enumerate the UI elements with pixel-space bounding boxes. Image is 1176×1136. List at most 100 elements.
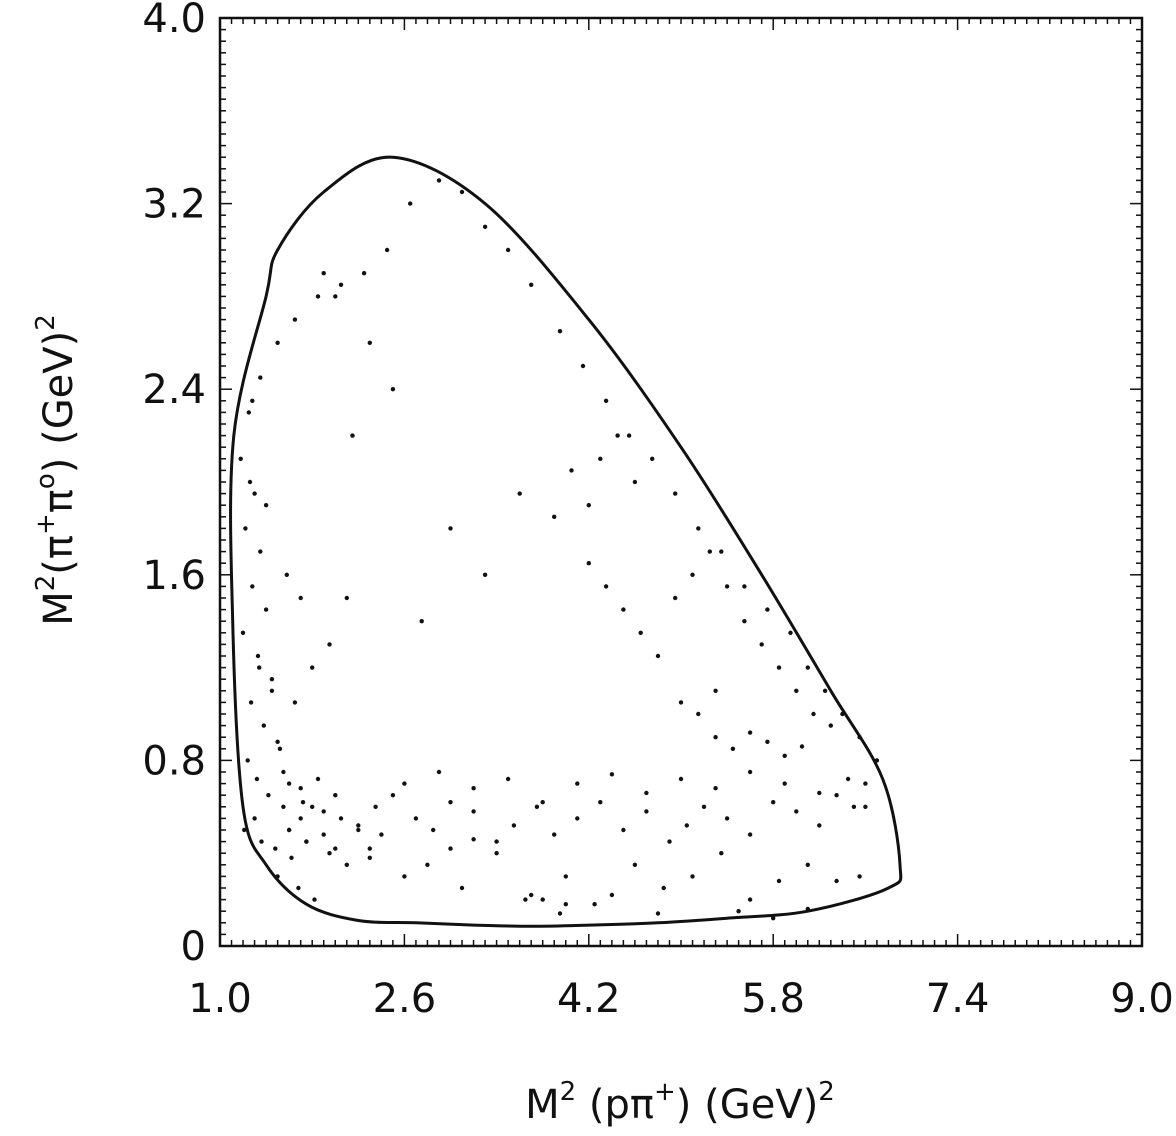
data-point bbox=[713, 786, 718, 791]
data-point bbox=[402, 874, 407, 879]
y-tick-labels: 0 0.8 1.6 2.4 3.2 4.0 bbox=[142, 0, 206, 970]
data-point bbox=[258, 375, 263, 380]
data-point bbox=[402, 781, 407, 786]
data-point bbox=[667, 839, 672, 844]
data-point bbox=[598, 800, 603, 805]
data-point bbox=[284, 572, 289, 577]
data-point bbox=[459, 189, 465, 195]
data-point bbox=[834, 793, 839, 798]
data-point bbox=[794, 809, 799, 814]
data-point bbox=[240, 630, 246, 635]
data-point bbox=[851, 804, 857, 809]
data-point bbox=[817, 823, 822, 828]
data-point bbox=[782, 753, 787, 758]
data-point bbox=[482, 224, 488, 229]
data-point bbox=[563, 874, 568, 879]
data-point bbox=[367, 846, 372, 851]
data-point bbox=[719, 851, 724, 856]
data-point bbox=[511, 823, 517, 828]
data-point bbox=[248, 700, 254, 705]
data-point bbox=[805, 906, 810, 912]
data-point bbox=[243, 526, 248, 531]
data-point bbox=[609, 892, 615, 898]
data-point bbox=[304, 839, 309, 844]
data-point bbox=[344, 595, 349, 601]
data-point bbox=[275, 739, 280, 744]
x-tick-label: 5.8 bbox=[741, 976, 805, 1022]
data-point bbox=[857, 874, 862, 879]
data-point bbox=[292, 317, 298, 322]
minor-ticks bbox=[219, 17, 1143, 947]
data-point bbox=[266, 793, 271, 798]
data-point bbox=[459, 885, 465, 891]
data-point bbox=[269, 688, 275, 693]
data-point bbox=[448, 800, 453, 805]
data-point bbox=[603, 584, 609, 589]
y-axis-title: M2(π+πo) (GeV)2 bbox=[31, 314, 82, 626]
data-point bbox=[603, 398, 609, 403]
data-point bbox=[586, 561, 591, 566]
y-tick-label: 0 bbox=[181, 924, 206, 970]
data-point bbox=[286, 781, 292, 786]
x-tick-label: 4.2 bbox=[557, 976, 621, 1022]
data-point bbox=[799, 744, 805, 749]
data-point bbox=[245, 758, 250, 763]
data-point bbox=[250, 584, 255, 589]
data-point bbox=[471, 786, 476, 791]
data-point bbox=[263, 607, 269, 612]
data-point bbox=[626, 433, 632, 438]
data-point bbox=[840, 711, 845, 717]
data-point bbox=[609, 772, 615, 777]
data-point bbox=[296, 885, 301, 891]
data-point bbox=[557, 911, 563, 916]
data-point bbox=[690, 874, 695, 879]
data-point bbox=[436, 769, 442, 775]
data-point bbox=[736, 909, 741, 914]
data-point bbox=[273, 846, 278, 851]
data-point bbox=[805, 665, 810, 670]
data-point bbox=[448, 846, 453, 851]
data-point bbox=[776, 878, 782, 884]
data-point bbox=[845, 776, 851, 782]
data-point bbox=[540, 800, 545, 805]
data-point bbox=[254, 776, 260, 782]
data-point bbox=[661, 885, 666, 891]
data-point bbox=[333, 846, 338, 851]
data-point bbox=[238, 456, 243, 461]
data-point bbox=[673, 595, 678, 601]
data-point bbox=[828, 723, 833, 728]
data-points bbox=[238, 178, 880, 921]
data-point bbox=[310, 804, 315, 809]
data-point bbox=[367, 340, 372, 345]
data-point bbox=[292, 700, 298, 705]
data-point bbox=[529, 892, 534, 898]
data-point bbox=[269, 677, 275, 682]
data-point bbox=[263, 503, 269, 508]
data-point bbox=[632, 479, 638, 485]
data-point bbox=[431, 827, 436, 833]
kinematic-boundary-curve bbox=[229, 155, 903, 928]
y-tick-label: 4.0 bbox=[142, 0, 206, 42]
data-point bbox=[557, 329, 563, 334]
data-point bbox=[724, 584, 730, 589]
data-point bbox=[259, 839, 264, 844]
data-point bbox=[517, 491, 522, 496]
data-point bbox=[425, 862, 430, 867]
data-point bbox=[338, 816, 344, 821]
data-point bbox=[575, 816, 580, 821]
data-point bbox=[289, 855, 294, 860]
data-point bbox=[707, 549, 712, 554]
data-point bbox=[281, 804, 286, 809]
data-point bbox=[678, 700, 684, 705]
y-tick-label: 1.6 bbox=[142, 553, 206, 599]
data-point bbox=[673, 491, 678, 496]
data-point bbox=[638, 630, 643, 635]
data-point bbox=[247, 479, 253, 485]
data-point bbox=[261, 723, 266, 728]
data-point bbox=[747, 897, 753, 902]
data-point bbox=[817, 790, 822, 796]
data-point bbox=[321, 832, 326, 837]
data-point bbox=[436, 178, 442, 183]
data-point bbox=[327, 851, 332, 856]
data-point bbox=[863, 804, 868, 809]
